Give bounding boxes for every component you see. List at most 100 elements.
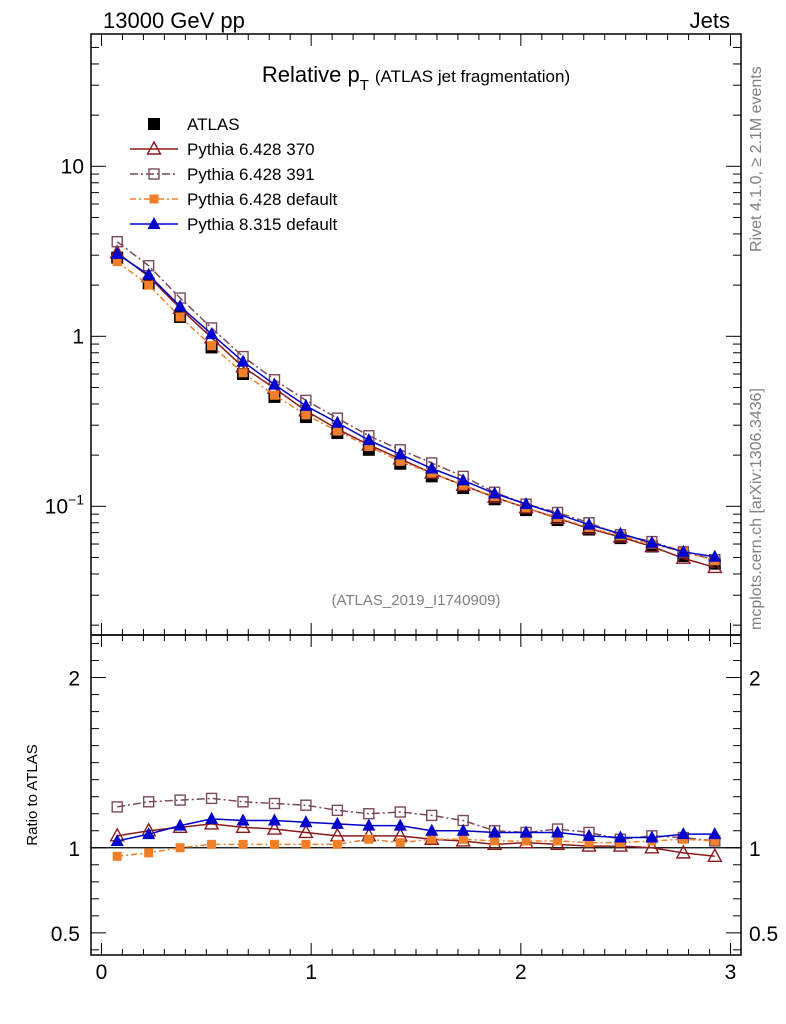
data-point-main [269, 390, 279, 400]
mcplots-label: mcplots.cern.ch [arXiv:1306.3436] [748, 388, 765, 630]
data-point-main [613, 526, 627, 539]
ratio-plot-frame [90, 634, 742, 956]
data-point-ratio [708, 827, 722, 840]
data-point-ratio [362, 818, 376, 831]
legend-item: Pythia 8.315 default [130, 215, 338, 234]
data-point-main [676, 544, 690, 557]
y-tick-label-ratio: 0.5 [51, 923, 80, 946]
rivet-version-label: Rivet 4.1.0, ≥ 2.1M events [748, 66, 765, 252]
header-right-label: Jets [690, 8, 730, 33]
data-point-ratio [266, 820, 283, 835]
data-point-ratio [645, 830, 659, 843]
data-point-ratio [237, 796, 249, 808]
data-point-main [456, 473, 470, 486]
x-tick-label: 3 [725, 961, 737, 984]
chart-title-note: (ATLAS jet fragmentation) [375, 67, 570, 86]
data-point-ratio [521, 836, 531, 846]
data-point-main [173, 299, 187, 312]
series-atlas [111, 251, 721, 570]
data-point-ratio [235, 818, 251, 834]
data-point-main [236, 354, 250, 367]
data-point-main [205, 327, 219, 340]
data-point-main [395, 456, 405, 466]
data-point-ratio [298, 823, 314, 839]
y-tick-label-main: 10 [61, 155, 84, 178]
data-point-ratio [174, 794, 186, 806]
data-point-ratio [395, 838, 405, 848]
y-tick-label-main: 1 [72, 325, 84, 348]
data-point-ratio [142, 796, 155, 808]
data-point-ratio [268, 797, 281, 810]
data-point-ratio [426, 809, 438, 822]
series-line-main [116, 252, 716, 569]
data-point-ratio [427, 834, 437, 844]
data-point-ratio [110, 833, 124, 846]
data-point-ratio [582, 828, 596, 841]
series-layer [109, 236, 723, 862]
series-pythia-6-428-default [112, 257, 720, 861]
series-pythia-6-428-391 [111, 236, 721, 847]
data-point-ratio [551, 825, 565, 838]
series-line-main [116, 241, 715, 561]
data-point-main [488, 486, 502, 499]
data-point-ratio [299, 815, 313, 828]
data-point-ratio [207, 839, 217, 849]
data-point-ratio [425, 823, 439, 836]
y-tick-label-ratio-right: 0.5 [749, 923, 778, 946]
series-line-ratio [117, 818, 715, 842]
x-tick-label: 1 [305, 961, 317, 984]
legend-item: Pythia 6.428 391 [130, 165, 315, 184]
data-point-ratio [710, 836, 720, 846]
data-point-main [144, 280, 154, 290]
chart-title-subscript: T [360, 77, 369, 94]
legend-marker [147, 217, 161, 229]
data-point-ratio [205, 792, 218, 805]
y-tick-label-ratio: 1 [68, 838, 80, 861]
data-point-ratio [330, 816, 344, 829]
data-point-main [301, 410, 311, 420]
data-point-ratio [364, 834, 374, 844]
data-point-ratio [111, 801, 123, 813]
x-tick-label: 2 [515, 961, 527, 984]
legend-label: Pythia 6.428 default [187, 190, 338, 209]
legend: ATLAS Pythia 6.428 370 Pythia 6.428 391 Pyt… [130, 115, 338, 234]
legend-marker [149, 194, 159, 204]
data-point-main [238, 368, 248, 378]
data-point-ratio [269, 839, 279, 849]
data-point-main [112, 257, 122, 267]
data-point-main [267, 377, 281, 390]
legend-label: ATLAS [187, 115, 240, 134]
data-point-ratio [458, 834, 468, 844]
data-point-main [362, 433, 376, 446]
legend-item: Pythia 6.428 default [130, 190, 338, 209]
data-point-ratio [300, 799, 312, 811]
data-point-main [299, 398, 313, 411]
data-point-ratio [675, 844, 692, 859]
series-line-main [116, 253, 715, 558]
data-point-ratio [644, 839, 660, 854]
y-tick-label-ratio-right: 2 [749, 668, 761, 691]
chart-title: Relative pT (ATLAS jet fragmentation) [262, 62, 570, 94]
data-point-main [111, 236, 123, 248]
data-point-ratio [173, 818, 187, 831]
data-point-ratio [553, 836, 563, 846]
series-line-ratio [117, 823, 715, 858]
data-point-main [645, 535, 659, 548]
legend-marker [148, 168, 160, 180]
data-point-ratio [142, 827, 156, 840]
data-point-ratio [490, 836, 500, 846]
data-point-main [551, 507, 565, 520]
data-point-ratio [456, 823, 470, 836]
data-point-main [142, 267, 156, 280]
data-point-ratio [676, 827, 690, 840]
data-point-main [425, 461, 439, 474]
data-point-main [110, 246, 124, 259]
data-point-ratio [707, 847, 723, 862]
data-point-ratio [678, 834, 688, 844]
series-line-ratio [117, 838, 715, 858]
data-point-ratio [488, 825, 502, 838]
data-point-ratio [331, 804, 344, 817]
data-point-ratio [332, 839, 342, 849]
data-point-ratio [205, 811, 219, 824]
header-left-label: 13000 GeV pp [103, 8, 245, 33]
